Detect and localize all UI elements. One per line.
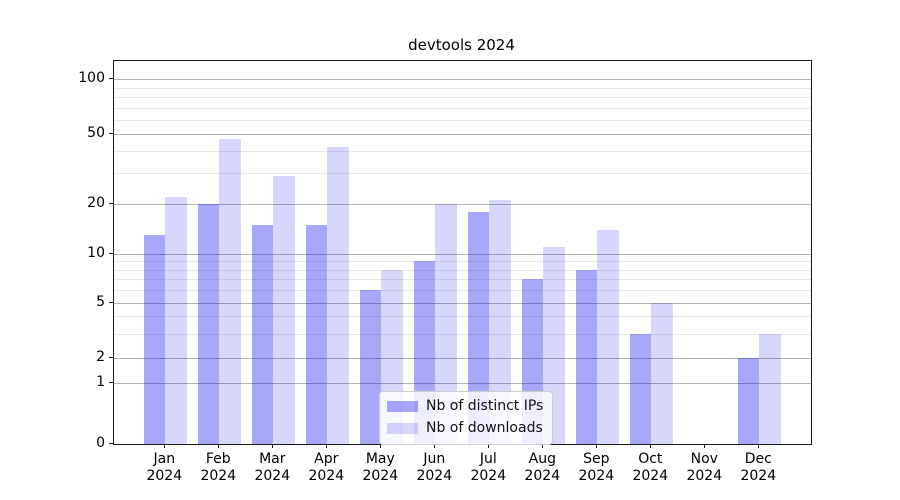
bar-downloads-sep <box>597 229 619 444</box>
bar-downloads-jul <box>489 200 511 444</box>
chart-title: devtools 2024 <box>408 36 515 54</box>
y-tick-label-1: 1 <box>96 374 105 390</box>
x-tick-label-dec: Dec 2024 <box>740 451 777 484</box>
bar-downloads-oct <box>651 303 673 444</box>
y-tick-label-100: 100 <box>78 70 105 87</box>
y-tick-10 <box>109 253 113 254</box>
bar-downloads-apr <box>327 147 349 444</box>
y-tick-label-50: 50 <box>87 125 105 141</box>
legend: Nb of distinct IPs Nb of downloads <box>379 391 554 445</box>
y-tick-2 <box>109 357 113 358</box>
gridline-y-70 <box>114 107 811 109</box>
x-tick-jan <box>164 444 166 448</box>
y-tick-5 <box>109 302 113 303</box>
gridline-y-60 <box>114 119 811 121</box>
gridline-y-30 <box>114 173 811 174</box>
bar-distinct-ips-may <box>359 290 382 444</box>
bar-distinct-ips-mar <box>251 224 274 444</box>
x-tick-sep <box>596 444 598 448</box>
y-tick-label-20: 20 <box>87 195 105 211</box>
bar-distinct-ips-oct <box>629 333 652 444</box>
x-tick-jun <box>434 444 436 448</box>
y-tick-20 <box>109 203 113 204</box>
legend-label-downloads: Nb of downloads <box>426 420 543 436</box>
gridline-y-5 <box>114 303 811 304</box>
legend-entry-distinct-ips: Nb of distinct IPs <box>387 397 543 416</box>
gridline-y-4 <box>114 316 811 318</box>
y-tick-label-2: 2 <box>96 349 105 365</box>
x-tick-label-aug: Aug 2024 <box>524 451 561 484</box>
gridline-y-1 <box>114 383 811 384</box>
gridline-y-50 <box>114 134 811 135</box>
x-tick-label-nov: Nov 2024 <box>686 451 723 484</box>
bar-distinct-ips-jul <box>467 211 490 444</box>
y-tick-label-0: 0 <box>96 435 105 451</box>
x-tick-label-sep: Sep 2024 <box>578 451 615 484</box>
x-tick-label-feb: Feb 2024 <box>200 451 237 484</box>
x-tick-may <box>380 444 382 448</box>
gridline-y-100 <box>114 79 811 81</box>
legend-label-distinct-ips: Nb of distinct IPs <box>426 398 544 414</box>
gridline-y-2 <box>114 358 811 359</box>
y-tick-50 <box>109 133 113 134</box>
y-tick-100 <box>109 78 113 80</box>
x-tick-label-jul: Jul 2024 <box>470 451 507 484</box>
y-tick-0 <box>109 443 113 444</box>
bar-downloads-jan <box>165 196 187 444</box>
bar-downloads-mar <box>273 175 295 444</box>
x-tick-label-jun: Jun 2024 <box>416 451 453 484</box>
bar-downloads-feb <box>219 138 241 444</box>
x-tick-mar <box>272 444 274 448</box>
gridline-y-6 <box>114 290 811 292</box>
bar-distinct-ips-feb <box>197 204 220 444</box>
bar-distinct-ips-sep <box>575 269 598 444</box>
legend-entry-downloads: Nb of downloads <box>387 419 543 438</box>
bar-downloads-dec <box>759 333 781 444</box>
y-tick-label-10: 10 <box>87 245 105 261</box>
x-tick-label-may: May 2024 <box>362 451 399 484</box>
gridline-y-8 <box>114 269 811 271</box>
bar-distinct-ips-dec <box>737 358 760 444</box>
y-tick-label-5: 5 <box>96 294 105 310</box>
x-tick-dec <box>758 444 760 448</box>
bar-downloads-jun <box>435 204 457 444</box>
gridline-y-9 <box>114 261 811 263</box>
x-tick-label-mar: Mar 2024 <box>254 451 291 484</box>
bar-distinct-ips-jan <box>143 235 166 444</box>
x-tick-oct <box>650 444 652 448</box>
bar-distinct-ips-apr <box>305 224 328 444</box>
x-tick-label-apr: Apr 2024 <box>308 451 345 484</box>
gridline-y-80 <box>114 96 811 98</box>
x-tick-aug <box>542 444 544 448</box>
gridline-y-10 <box>114 254 811 255</box>
gridline-y-7 <box>114 279 811 281</box>
x-tick-apr <box>326 444 328 448</box>
plot-area: Nb of distinct IPs Nb of downloads <box>113 60 812 445</box>
gridline-y-20 <box>114 204 811 205</box>
gridline-y-90 <box>114 87 811 89</box>
x-tick-feb <box>218 444 220 448</box>
x-tick-nov <box>704 444 706 448</box>
x-tick-label-oct: Oct 2024 <box>632 451 669 484</box>
x-tick-label-jan: Jan 2024 <box>146 451 183 484</box>
legend-swatch-distinct-ips-icon <box>387 401 418 412</box>
gridline-y-40 <box>114 151 811 152</box>
y-tick-1 <box>109 382 113 383</box>
gridline-y-3 <box>114 333 811 335</box>
legend-swatch-downloads-icon <box>387 423 418 434</box>
x-tick-jul <box>488 444 490 448</box>
